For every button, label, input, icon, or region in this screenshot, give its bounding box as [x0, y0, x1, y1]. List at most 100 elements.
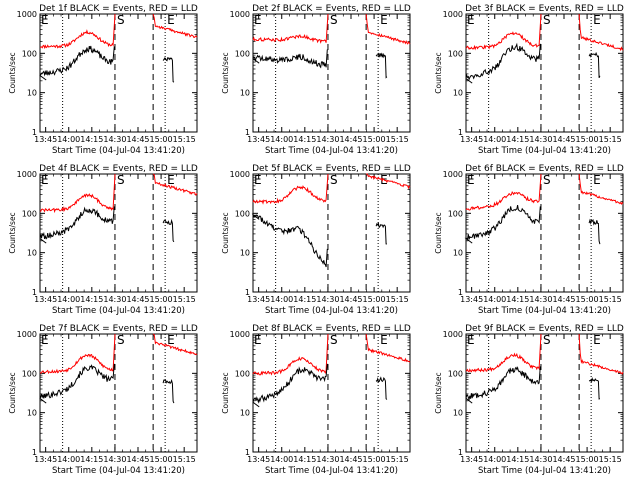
series-lld-pre — [252, 173, 329, 205]
x-tick-label: 14:45 — [339, 295, 362, 304]
x-tick-label: 15:15 — [599, 135, 622, 144]
panel-1: Det 1f BLACK = Events, RED = LLD 1 10 100 10… — [8, 4, 198, 156]
y-tick-label: 10 — [453, 409, 463, 418]
y-tick-label: 1000 — [443, 170, 463, 179]
x-tick-label: 14:30 — [103, 455, 126, 464]
x-tick-label: 13:45 — [460, 295, 483, 304]
x-tick-label: 15:15 — [386, 135, 409, 144]
x-tick-label: 13:45 — [34, 455, 57, 464]
y-tick-label: 10 — [453, 89, 463, 98]
y-tick-label: 1 — [458, 128, 463, 137]
x-tick-label: 13:45 — [247, 135, 270, 144]
y-tick-label: 1000 — [230, 10, 250, 19]
x-tick-label: 14:45 — [126, 455, 149, 464]
x-tick-label: 14:45 — [552, 295, 575, 304]
panel-title: Det 9f BLACK = Events, RED = LLD — [465, 324, 624, 334]
plot-frame — [39, 173, 198, 293]
plot-frame — [252, 13, 411, 133]
x-tick-label: 14:30 — [316, 135, 339, 144]
x-tick-label: 15:15 — [386, 455, 409, 464]
left-marker: E — [467, 173, 475, 187]
plot-frame — [252, 173, 411, 293]
panel-title: Det 1f BLACK = Events, RED = LLD — [39, 4, 198, 14]
series-lld-pre — [465, 173, 542, 211]
left-marker: E — [41, 13, 49, 27]
y-tick-label: 1000 — [17, 170, 37, 179]
y-tick-label: 100 — [448, 369, 463, 378]
x-tick-label: 14:00 — [270, 295, 293, 304]
vline-label: S — [330, 13, 338, 27]
series-lld-pre — [39, 333, 116, 375]
vline-label: E — [593, 173, 601, 187]
x-tick-label: 14:00 — [483, 135, 506, 144]
panel-title: Det 4f BLACK = Events, RED = LLD — [39, 164, 198, 174]
x-tick-label: 15:00 — [576, 295, 599, 304]
vline-label: E — [380, 333, 388, 347]
y-axis-label: Counts/sec — [434, 372, 443, 413]
x-tick-label: 14:15 — [506, 135, 529, 144]
series-events-post — [375, 376, 388, 400]
y-axis-label: Counts/sec — [8, 212, 17, 253]
left-marker: E — [254, 173, 262, 187]
series-lld-post — [578, 173, 624, 206]
vline-label: S — [117, 333, 125, 347]
x-tick-label: 14:00 — [57, 295, 80, 304]
x-tick-label: 14:00 — [57, 455, 80, 464]
vline-label: E — [593, 13, 601, 27]
y-tick-label: 1 — [458, 288, 463, 297]
x-axis-label: Start Time (04-Jul-04 13:41:20) — [265, 306, 398, 316]
x-tick-label: 14:00 — [483, 295, 506, 304]
panel-7: Det 7f BLACK = Events, RED = LLD 1 10 100 10… — [8, 324, 198, 476]
x-tick-label: 15:00 — [150, 295, 173, 304]
series-events-post — [588, 218, 601, 245]
x-axis-label: Start Time (04-Jul-04 13:41:20) — [265, 466, 398, 476]
y-tick-label: 1 — [245, 448, 250, 457]
x-tick-label: 14:30 — [103, 295, 126, 304]
plot-frame — [465, 333, 624, 453]
y-tick-label: 10 — [27, 409, 37, 418]
plot-frame — [39, 333, 198, 453]
panel-3: Det 3f BLACK = Events, RED = LLD 1 10 100 10… — [434, 4, 624, 156]
x-tick-label: 15:00 — [150, 455, 173, 464]
x-tick-label: 15:00 — [363, 295, 386, 304]
x-tick-label: 14:00 — [270, 455, 293, 464]
y-tick-label: 10 — [240, 409, 250, 418]
x-tick-label: 15:15 — [173, 295, 196, 304]
vline-label: E — [167, 13, 175, 27]
x-tick-label: 14:15 — [80, 295, 103, 304]
x-tick-label: 15:00 — [576, 455, 599, 464]
y-tick-label: 100 — [448, 209, 463, 218]
series-events-post — [375, 52, 388, 79]
y-tick-label: 100 — [235, 49, 250, 58]
series-lld-post — [152, 13, 198, 38]
series-lld-post — [578, 13, 624, 52]
series-events-post — [162, 218, 175, 243]
y-tick-label: 1000 — [17, 10, 37, 19]
x-tick-label: 15:15 — [599, 295, 622, 304]
x-tick-label: 15:00 — [363, 135, 386, 144]
left-marker: E — [41, 173, 49, 187]
x-tick-label: 14:15 — [293, 135, 316, 144]
x-axis-label: Start Time (04-Jul-04 13:41:20) — [478, 146, 611, 156]
series-lld-pre — [252, 13, 329, 44]
y-tick-label: 10 — [27, 89, 37, 98]
x-tick-label: 14:45 — [339, 135, 362, 144]
y-tick-label: 10 — [453, 249, 463, 258]
x-axis-label: Start Time (04-Jul-04 13:41:20) — [52, 306, 185, 316]
panel-title: Det 3f BLACK = Events, RED = LLD — [465, 4, 624, 14]
x-tick-label: 15:15 — [173, 455, 196, 464]
x-tick-label: 15:15 — [599, 455, 622, 464]
vline-label: E — [593, 333, 601, 347]
y-tick-label: 1 — [32, 128, 37, 137]
vline-label: E — [380, 13, 388, 27]
series-lld-post — [366, 173, 411, 190]
series-events-pre — [251, 213, 328, 268]
series-events-pre — [39, 45, 115, 81]
x-tick-label: 14:30 — [316, 455, 339, 464]
vline-label: S — [543, 333, 551, 347]
series-lld-post — [152, 333, 198, 356]
vline-label: S — [117, 13, 125, 27]
x-tick-label: 14:30 — [529, 455, 552, 464]
x-tick-label: 14:00 — [57, 135, 80, 144]
x-tick-label: 14:45 — [126, 295, 149, 304]
